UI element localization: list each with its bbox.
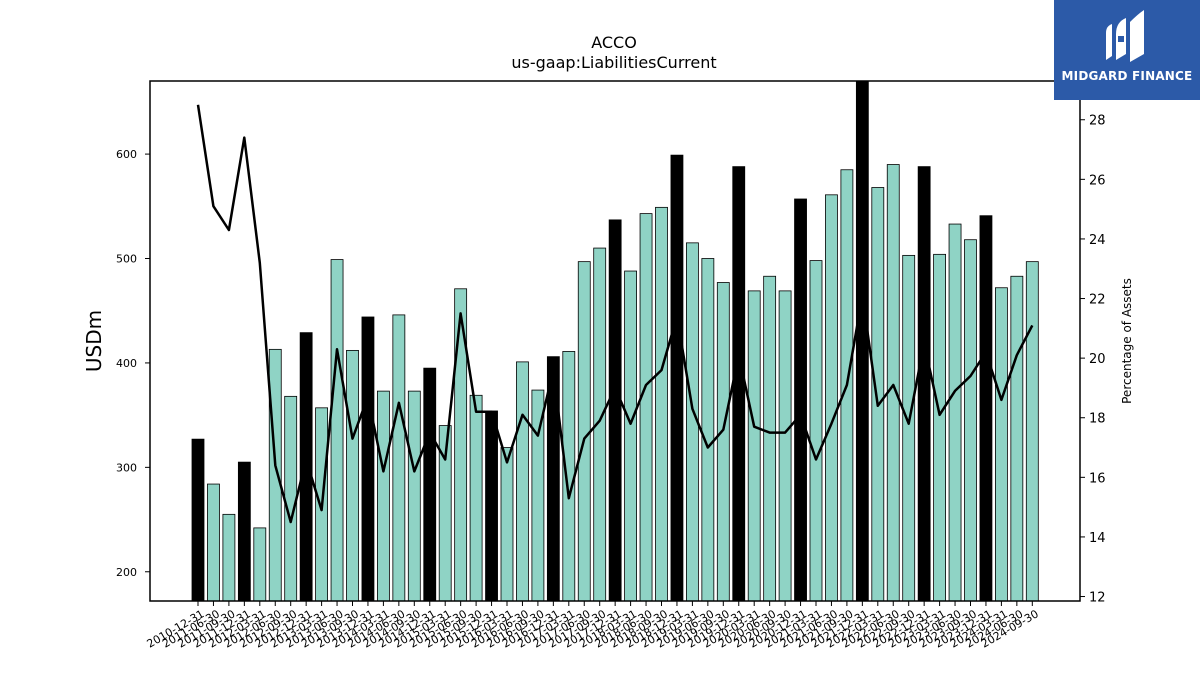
- bar: [732, 166, 746, 602]
- bar: [546, 356, 560, 602]
- y-tick-label: 200: [116, 566, 137, 579]
- y2-tick-label: 18: [1089, 412, 1106, 427]
- bar: [516, 361, 529, 602]
- chart-title: ACCO: [591, 33, 637, 52]
- line-series: [196, 104, 1034, 524]
- bar: [361, 316, 375, 602]
- y2-tick-label: 14: [1089, 531, 1106, 546]
- y2-tick-label: 26: [1089, 173, 1106, 188]
- bar: [1025, 261, 1039, 602]
- brand-logo: MIDGARD FINANCE: [1054, 0, 1200, 100]
- y-tick-label: 400: [116, 357, 137, 370]
- bar: [670, 154, 684, 602]
- bar: [639, 213, 653, 602]
- bar: [299, 332, 313, 602]
- y2-tick-label: 28: [1089, 114, 1106, 129]
- bar: [1010, 275, 1024, 602]
- bar: [207, 483, 220, 602]
- bar: [485, 410, 498, 602]
- pct-of-assets-line: [196, 104, 1034, 524]
- bar: [222, 513, 236, 602]
- chart-subtitle: us-gaap:LiabilitiesCurrent: [511, 53, 716, 72]
- brand-name: MIDGARD FINANCE: [1061, 69, 1193, 83]
- bar: [423, 367, 437, 602]
- y2-axis-label: Percentage of Assets: [1120, 278, 1134, 404]
- bar: [253, 527, 267, 602]
- midgard-logo-icon: [1106, 10, 1144, 62]
- bar: [778, 290, 792, 602]
- y2-tick-label: 16: [1089, 471, 1106, 486]
- bar: [407, 390, 421, 602]
- bar: [825, 194, 838, 602]
- bar: [855, 80, 869, 602]
- bar: [902, 254, 916, 602]
- bar: [191, 438, 205, 602]
- bar: [562, 351, 576, 602]
- y-axis-ticks: 200 300 400 500 600: [116, 148, 150, 579]
- bar: [284, 395, 298, 602]
- bar: [964, 239, 977, 602]
- y-tick-label: 600: [116, 148, 137, 161]
- bar: [871, 187, 885, 602]
- y-tick-label: 500: [116, 253, 137, 266]
- bar: [886, 164, 900, 602]
- bar: [716, 282, 730, 602]
- bar: [948, 223, 962, 602]
- bar: [655, 206, 668, 602]
- y2-tick-label: 24: [1089, 233, 1106, 248]
- bar: [376, 390, 390, 602]
- y2-tick-label: 12: [1089, 591, 1106, 606]
- bar: [469, 394, 483, 602]
- bar: [268, 348, 282, 602]
- bar: [608, 219, 622, 602]
- bar: [995, 287, 1008, 602]
- bar: [624, 270, 637, 602]
- bar: [933, 253, 946, 602]
- bar: [809, 260, 823, 602]
- bar: [747, 290, 761, 602]
- bar: [763, 275, 777, 602]
- y2-tick-label: 22: [1089, 293, 1106, 308]
- bar: [917, 166, 931, 602]
- bar-series: [191, 80, 1039, 602]
- bar: [330, 259, 344, 602]
- y-axis-label: USDm: [82, 310, 106, 372]
- bar: [346, 349, 359, 602]
- bar: [577, 261, 591, 602]
- y-tick-label: 300: [116, 461, 137, 474]
- bar: [701, 258, 715, 602]
- y2-tick-label: 20: [1089, 352, 1106, 367]
- bar: [237, 461, 251, 602]
- y2-axis-ticks: 12 14 16 18 20 22 24 26 28: [1080, 114, 1106, 606]
- bar: [500, 447, 514, 602]
- x-axis-ticks: 2010-12-312011-06-302011-09-302011-12-31…: [145, 601, 1041, 651]
- bar: [392, 314, 406, 602]
- bar: [794, 198, 807, 602]
- bar: [979, 215, 993, 602]
